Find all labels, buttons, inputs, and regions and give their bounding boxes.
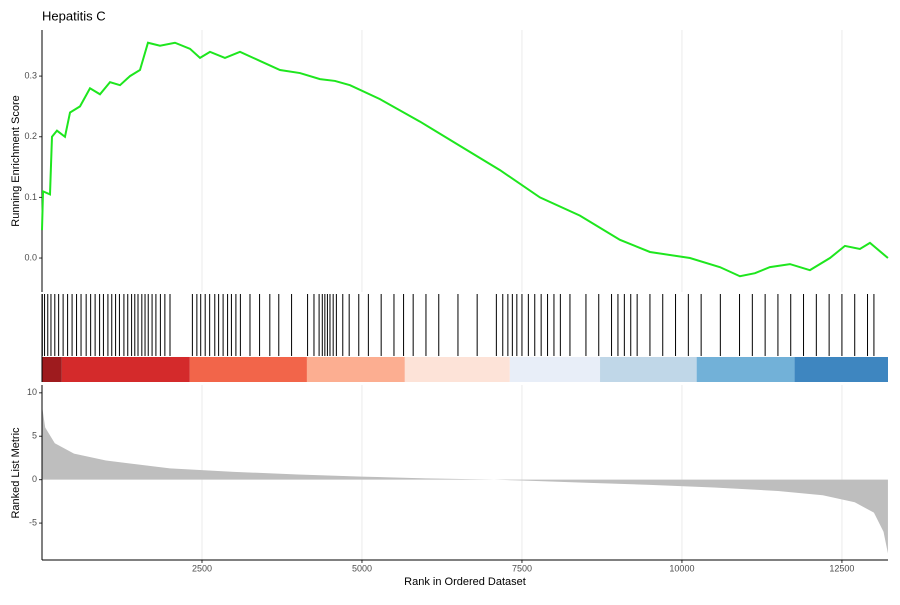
y-tick-label: 5	[32, 431, 37, 441]
y-tick-label: -5	[29, 517, 37, 527]
rank-band	[600, 357, 697, 382]
x-tick-label: 7500	[512, 563, 532, 573]
rank-band	[794, 357, 888, 382]
y-axis-title: Running Enrichment Score	[10, 95, 22, 226]
metric-area	[42, 405, 888, 554]
y-axis-title: Ranked List Metric	[10, 427, 22, 519]
y-tick-label: 0.3	[24, 70, 37, 80]
x-tick-label: 2500	[192, 563, 212, 573]
rank-band	[306, 357, 405, 382]
rank-band	[509, 357, 601, 382]
chart-title: Hepatitis C	[42, 8, 106, 23]
x-axis-title: Rank in Ordered Dataset	[404, 576, 526, 588]
x-tick-label: 12500	[829, 563, 854, 573]
rank-band	[189, 357, 307, 382]
y-tick-label: 10	[27, 387, 37, 397]
y-tick-label: 0.0	[24, 252, 37, 262]
x-tick-label: 10000	[669, 563, 694, 573]
rank-band	[61, 357, 190, 382]
enrichment-line	[41, 41, 889, 278]
rank-band	[696, 357, 795, 382]
y-tick-label: 0	[32, 474, 37, 484]
rank-band	[42, 357, 62, 382]
y-tick-label: 0.2	[24, 131, 37, 141]
y-tick-label: 0.1	[24, 192, 37, 202]
x-tick-label: 5000	[352, 563, 372, 573]
rank-band	[404, 357, 510, 382]
